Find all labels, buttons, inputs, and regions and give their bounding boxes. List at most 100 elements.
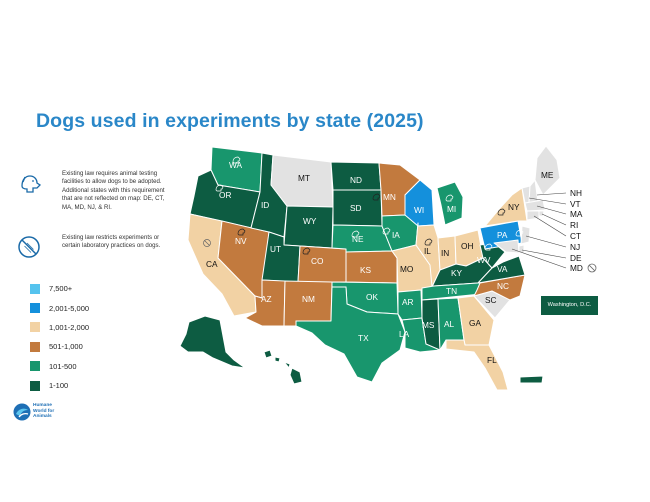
prohibited-icon — [18, 236, 40, 258]
label-WA: WA — [229, 160, 243, 170]
dog-icon — [372, 193, 381, 201]
label-NC: NC — [497, 281, 509, 291]
ne-label: NH — [570, 188, 582, 198]
dog-icon — [445, 194, 454, 202]
legend-item: 1-100 — [30, 376, 150, 395]
dog-icon — [424, 238, 433, 246]
legend-item: 1,001-2,000 — [30, 318, 150, 337]
label-TN: TN — [446, 286, 457, 296]
dog-icon — [237, 228, 246, 236]
state-MA[interactable] — [524, 199, 546, 212]
state-NJ[interactable] — [520, 225, 531, 245]
state-NY[interactable] — [484, 187, 528, 227]
ne-label: VT — [570, 199, 581, 209]
legend-label: 1,001-2,000 — [49, 322, 90, 332]
label-KS: KS — [360, 265, 372, 275]
label-ID: ID — [261, 200, 269, 210]
label-CA: CA — [206, 259, 218, 269]
label-MN: MN — [383, 192, 396, 202]
northeast-labels: NH VT MA RI CT NJ DE MD — [570, 188, 583, 273]
legend-swatch — [30, 380, 40, 391]
legend-label: 2,001-5,000 — [49, 303, 90, 313]
label-MO: MO — [400, 264, 414, 274]
label-OR: OR — [219, 190, 231, 200]
state-WY[interactable] — [283, 205, 334, 249]
state-MI[interactable] — [436, 181, 464, 226]
label-IA: IA — [392, 230, 400, 240]
northeast-leader-lines — [511, 192, 567, 269]
label-MS: MS — [422, 320, 435, 330]
state-KS[interactable] — [345, 250, 398, 284]
map-markers — [203, 156, 524, 255]
label-KY: KY — [451, 268, 463, 278]
label-SC: SC — [485, 295, 497, 305]
label-ME: ME — [541, 170, 554, 180]
label-AK: AK — [227, 331, 239, 341]
us-states-map: NH VT MA RI CT NJ DE MD WA OR CA NV ID M… — [179, 145, 597, 391]
label-FL: FL — [487, 355, 497, 365]
label-OK: OK — [366, 292, 378, 302]
label-AZ: AZ — [261, 294, 272, 304]
label-WY: WY — [303, 216, 317, 226]
label-GA: GA — [469, 318, 481, 328]
dog-icon — [232, 156, 241, 164]
label-PR: PR — [521, 365, 533, 375]
dog-icon — [484, 243, 493, 251]
restriction-law-text: Existing law restricts experiments or ce… — [62, 234, 161, 250]
label-CO: CO — [311, 256, 324, 266]
state-MD[interactable] — [493, 239, 520, 254]
state-ME[interactable] — [534, 145, 561, 196]
state-CT[interactable] — [526, 210, 540, 221]
label-HI: HI — [298, 359, 306, 369]
dc-label-box[interactable]: Washington, D.C. — [541, 296, 598, 315]
adoption-law-note: Existing law requires animal testing fac… — [16, 170, 166, 212]
adoption-law-text: Existing law requires animal testing fac… — [62, 170, 165, 211]
state-AK[interactable] — [179, 315, 246, 369]
legend-swatch — [30, 322, 40, 333]
legend-label: 101-500 — [49, 361, 77, 371]
label-VA: VA — [497, 264, 508, 274]
label-MT: MT — [298, 173, 310, 183]
ne-label: CT — [570, 231, 581, 241]
legend-item: 7,500+ — [30, 279, 150, 298]
legend-item: 101-500 — [30, 357, 150, 376]
label-PA: PA — [497, 230, 508, 240]
restriction-law-note: Existing law restricts experiments or ce… — [16, 234, 166, 258]
legend-item: 501-1,000 — [30, 337, 150, 356]
label-AR: AR — [402, 297, 414, 307]
label-NY: NY — [508, 202, 520, 212]
label-NV: NV — [235, 236, 247, 246]
globe-logo-icon — [13, 403, 31, 421]
label-ND: ND — [350, 175, 362, 185]
state-FL[interactable] — [445, 339, 509, 391]
legend-swatch — [30, 361, 40, 372]
state-HI[interactable] — [263, 349, 303, 385]
label-WI: WI — [414, 205, 424, 215]
state-TX[interactable] — [295, 286, 406, 383]
dog-icon — [215, 184, 224, 192]
legend-label: 501-1,000 — [49, 342, 83, 352]
prohibited-icon — [587, 263, 597, 273]
state-MS[interactable] — [421, 298, 441, 351]
state-labels: WA OR CA NV ID MT WY UT CO AZ NM ND SD N… — [206, 160, 554, 375]
label-NM: NM — [302, 294, 315, 304]
state-PR[interactable] — [519, 375, 544, 384]
state-RI[interactable] — [538, 210, 545, 217]
ne-label: DE — [570, 253, 582, 263]
label-OH: OH — [461, 241, 473, 251]
ne-label: RI — [570, 220, 578, 230]
state-NC[interactable] — [473, 274, 526, 301]
label-IN: IN — [441, 248, 449, 258]
state-VA[interactable] — [477, 255, 526, 284]
ne-label: MA — [570, 209, 583, 219]
ne-label: NJ — [570, 242, 580, 252]
label-IL: IL — [424, 246, 431, 256]
map-legend: 7,500+ 2,001-5,000 1,001-2,000 501-1,000… — [30, 279, 150, 395]
dog-icon — [302, 247, 311, 255]
dog-icon — [21, 175, 42, 193]
dog-icon — [382, 227, 391, 235]
legend-item: 2,001-5,000 — [30, 298, 150, 317]
dog-icon — [497, 208, 506, 216]
prohibited-icon — [203, 239, 211, 247]
legend-swatch — [30, 341, 40, 352]
